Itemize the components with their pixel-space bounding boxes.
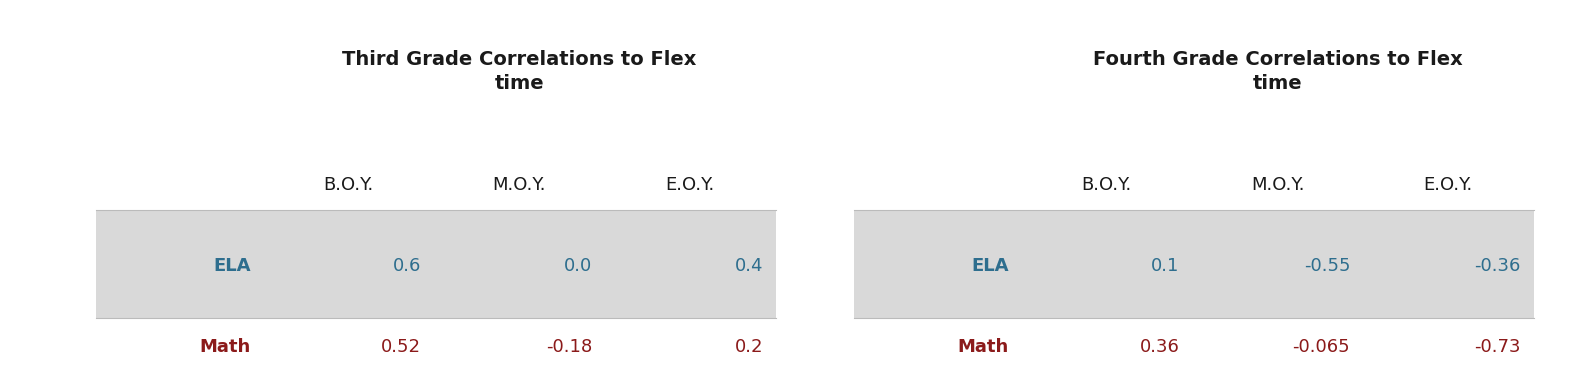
Text: M.O.Y.: M.O.Y. [493, 176, 546, 194]
Text: ELA: ELA [214, 257, 251, 275]
Text: -0.36: -0.36 [1475, 257, 1521, 275]
Text: E.O.Y.: E.O.Y. [1424, 176, 1473, 194]
Text: Fourth Grade Correlations to Flex
time: Fourth Grade Correlations to Flex time [1093, 50, 1462, 93]
Text: 0.52: 0.52 [381, 339, 421, 356]
Text: 0.2: 0.2 [734, 339, 763, 356]
Text: Third Grade Correlations to Flex
time: Third Grade Correlations to Flex time [342, 50, 697, 93]
Text: E.O.Y.: E.O.Y. [666, 176, 715, 194]
Text: -0.55: -0.55 [1304, 257, 1350, 275]
Text: Math: Math [200, 339, 251, 356]
Text: Math: Math [958, 339, 1009, 356]
Text: -0.18: -0.18 [546, 339, 592, 356]
Text: B.O.Y.: B.O.Y. [324, 176, 373, 194]
Text: 0.36: 0.36 [1140, 339, 1179, 356]
Text: M.O.Y.: M.O.Y. [1251, 176, 1304, 194]
Text: 0.4: 0.4 [734, 257, 763, 275]
Text: ELA: ELA [972, 257, 1009, 275]
Text: 0.6: 0.6 [393, 257, 421, 275]
Text: -0.065: -0.065 [1293, 339, 1350, 356]
Bar [96, 210, 776, 318]
Bar [854, 210, 1534, 318]
Text: B.O.Y.: B.O.Y. [1082, 176, 1132, 194]
Text: 0.1: 0.1 [1151, 257, 1179, 275]
Text: 0.0: 0.0 [563, 257, 592, 275]
Text: -0.73: -0.73 [1475, 339, 1521, 356]
